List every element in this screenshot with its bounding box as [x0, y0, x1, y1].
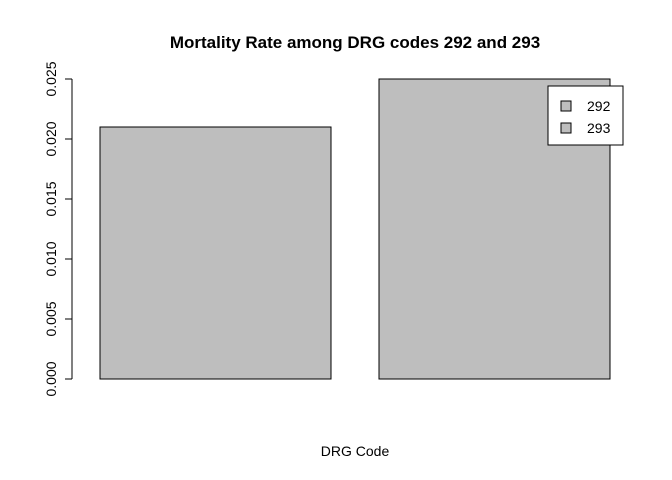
y-tick-label-1: 0.005 [43, 301, 59, 336]
x-axis-label: DRG Code [321, 443, 390, 459]
y-tick-label-0: 0.000 [43, 361, 59, 396]
y-tick-label-4: 0.020 [43, 121, 59, 156]
y-tick-label-5: 0.025 [43, 61, 59, 96]
y-tick-label-2: 0.010 [43, 241, 59, 276]
chart-title: Mortality Rate among DRG codes 292 and 2… [170, 33, 540, 52]
legend-swatch-292 [560, 100, 572, 112]
y-axis-ticks: 0.000 0.005 0.010 0.015 0.020 0.025 [43, 61, 72, 397]
bar-292 [99, 126, 332, 380]
legend-label-293: 293 [587, 120, 611, 136]
legend-swatch-293 [560, 122, 572, 134]
y-tick-label-3: 0.015 [43, 181, 59, 216]
bars-group [99, 78, 611, 380]
legend: 292 293 [547, 85, 624, 146]
legend-box [547, 85, 624, 146]
legend-label-292: 292 [587, 98, 611, 114]
